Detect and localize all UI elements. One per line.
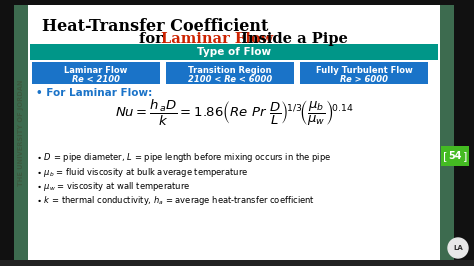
Text: 2100 < Re < 6000: 2100 < Re < 6000	[188, 75, 272, 84]
Text: Re < 2100: Re < 2100	[72, 75, 120, 84]
Text: $\bullet$ $\mu_w$ = viscosity at wall temperature: $\bullet$ $\mu_w$ = viscosity at wall te…	[36, 180, 191, 193]
Text: $\bullet$ $k$ = thermal conductivity, $h_a$ = average heat-transfer coefficient: $\bullet$ $k$ = thermal conductivity, $h…	[36, 194, 315, 207]
Text: Heat-Transfer Coefficient: Heat-Transfer Coefficient	[42, 18, 268, 35]
Text: LA: LA	[453, 245, 463, 251]
FancyBboxPatch shape	[440, 5, 454, 261]
Text: $\bullet$ $\mu_b$ = fluid viscosity at bulk average temperature: $\bullet$ $\mu_b$ = fluid viscosity at b…	[36, 166, 248, 179]
FancyBboxPatch shape	[14, 5, 28, 261]
Text: $\bullet$ $D$ = pipe diameter, $L$ = pipe length before mixing occurs in the pip: $\bullet$ $D$ = pipe diameter, $L$ = pip…	[36, 151, 331, 164]
FancyBboxPatch shape	[166, 62, 294, 84]
Text: Inside a Pipe: Inside a Pipe	[237, 32, 348, 46]
FancyBboxPatch shape	[441, 146, 469, 166]
Text: for: for	[139, 32, 168, 46]
Text: Laminar Flow: Laminar Flow	[162, 32, 274, 46]
Text: Re > 6000: Re > 6000	[340, 75, 388, 84]
Text: for Laminar Flow Inside a Pipe: for Laminar Flow Inside a Pipe	[110, 32, 364, 46]
Text: THE UNIVERSITY OF JORDAN: THE UNIVERSITY OF JORDAN	[18, 80, 24, 186]
Text: ]: ]	[463, 151, 467, 161]
Text: Fully Turbulent Flow: Fully Turbulent Flow	[316, 66, 412, 75]
Circle shape	[448, 238, 468, 258]
FancyBboxPatch shape	[300, 62, 428, 84]
Text: [: [	[443, 151, 447, 161]
FancyBboxPatch shape	[28, 5, 440, 261]
Text: 54: 54	[448, 151, 462, 161]
FancyBboxPatch shape	[30, 44, 438, 60]
Text: • For Laminar Flow:: • For Laminar Flow:	[36, 88, 152, 98]
FancyBboxPatch shape	[32, 62, 160, 84]
FancyBboxPatch shape	[0, 260, 474, 266]
Text: Transition Region: Transition Region	[188, 66, 272, 75]
Text: Type of Flow: Type of Flow	[197, 47, 271, 57]
Text: Laminar Flow: Laminar Flow	[64, 66, 128, 75]
Text: $Nu = \dfrac{h_{\,a}D}{k} = 1.86\left(Re\ Pr\ \dfrac{D}{L}\right)^{\!1/3}\!\left: $Nu = \dfrac{h_{\,a}D}{k} = 1.86\left(Re…	[115, 98, 353, 128]
